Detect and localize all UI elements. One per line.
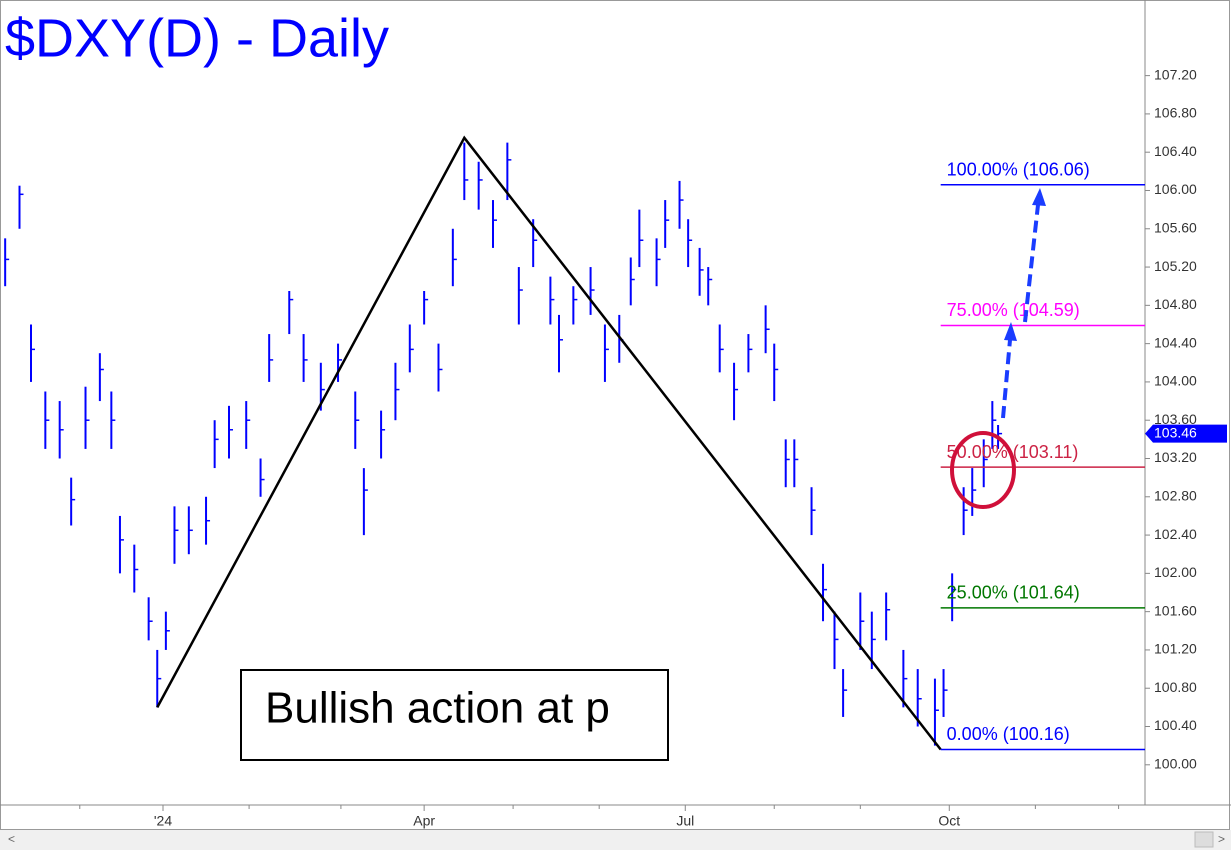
target-label: 0.00% (100.16) bbox=[947, 724, 1070, 744]
abc-pattern bbox=[156, 135, 942, 751]
projection-arrow bbox=[1023, 204, 1040, 323]
annotation: Bullish action at p bbox=[265, 684, 610, 733]
highlight-circle bbox=[950, 431, 1016, 509]
y-tick-label: 101.20 bbox=[1154, 641, 1197, 657]
y-tick-label: 100.40 bbox=[1154, 717, 1197, 733]
arrow-head bbox=[1004, 322, 1017, 341]
x-tick-label: Oct bbox=[938, 813, 960, 829]
y-tick-label: 105.20 bbox=[1154, 258, 1197, 274]
y-tick-label: 103.20 bbox=[1154, 449, 1197, 465]
y-tick-label: 106.40 bbox=[1154, 143, 1197, 159]
annotation-box bbox=[240, 669, 669, 761]
target-label: 100.00% (106.06) bbox=[947, 159, 1090, 179]
last-price-tag bbox=[1145, 424, 1227, 443]
y-tick-label: 100.80 bbox=[1154, 679, 1197, 695]
y-tick-label: 104.80 bbox=[1154, 296, 1197, 312]
y-tick-label: 104.00 bbox=[1154, 373, 1197, 389]
y-tick-label: 103.60 bbox=[1154, 411, 1197, 427]
x-tick-label: '24 bbox=[154, 813, 172, 829]
scroll-right[interactable]: > bbox=[1218, 832, 1225, 846]
x-tick-label: Jul bbox=[676, 813, 694, 829]
projection-arrow bbox=[1001, 339, 1012, 419]
y-tick-label: 101.60 bbox=[1154, 602, 1197, 618]
target-label: 25.00% (101.64) bbox=[947, 583, 1080, 603]
frame bbox=[0, 0, 1230, 830]
arrow-head bbox=[1032, 188, 1046, 206]
y-tick-label: 106.00 bbox=[1154, 181, 1197, 197]
scrollbar[interactable] bbox=[0, 830, 1231, 850]
y-tick-label: 102.00 bbox=[1154, 564, 1197, 580]
chart-title: $DXY(D) - Daily bbox=[5, 8, 389, 68]
scroll-thumb[interactable] bbox=[1194, 831, 1214, 848]
y-tick-label: 105.60 bbox=[1154, 219, 1197, 235]
y-tick-label: 102.80 bbox=[1154, 487, 1197, 503]
y-tick-label: 102.40 bbox=[1154, 526, 1197, 542]
scroll-left[interactable]: < bbox=[8, 832, 15, 846]
y-tick-label: 106.80 bbox=[1154, 105, 1197, 121]
plot: 100.00 100.40 100.80 101.20 101.60 102.00 102.… bbox=[4, 66, 1197, 829]
target-label: 75.00% (104.59) bbox=[947, 300, 1080, 320]
y-tick-label: 107.20 bbox=[1154, 66, 1197, 82]
target-label: 50.00% (103.11) bbox=[947, 442, 1079, 462]
y-tick-label: 100.00 bbox=[1154, 756, 1197, 772]
last-price-label: 103.46 bbox=[1154, 424, 1197, 440]
x-tick-label: Apr bbox=[413, 813, 435, 829]
y-tick-label: 104.40 bbox=[1154, 334, 1197, 350]
